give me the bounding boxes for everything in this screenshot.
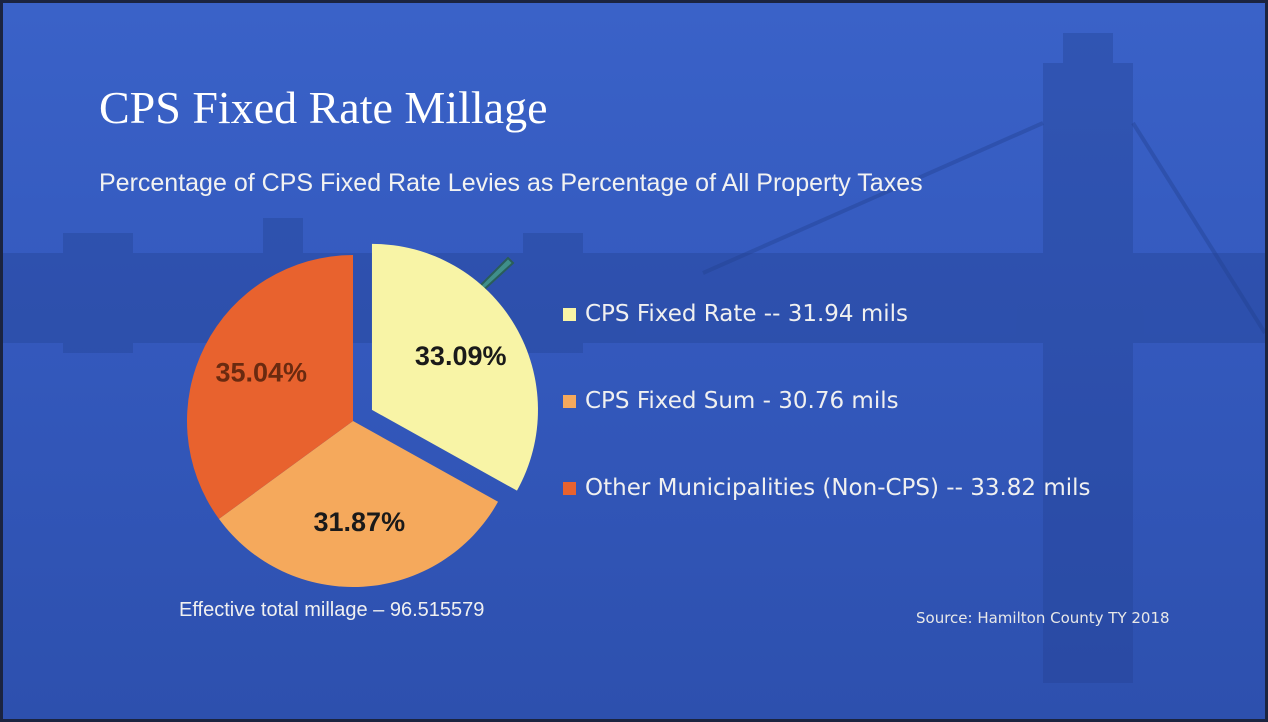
legend-swatch bbox=[563, 308, 576, 321]
source-note: Source: Hamilton County TY 2018 bbox=[916, 609, 1170, 627]
background bbox=[3, 33, 1265, 683]
legend-swatch bbox=[563, 395, 576, 408]
title: CPS Fixed Rate Millage bbox=[99, 82, 548, 133]
pie-slice bbox=[187, 255, 353, 519]
pie-slice bbox=[371, 243, 538, 491]
data-label: 35.04% bbox=[215, 358, 307, 388]
legend-label: CPS Fixed Rate -- 31.94 mils bbox=[585, 301, 909, 327]
data-label: 31.87% bbox=[314, 507, 406, 537]
legend-label: Other Municipalities (Non-CPS) -- 33.82 … bbox=[585, 475, 1091, 501]
legend-item: Other Municipalities (Non-CPS) -- 33.82 … bbox=[563, 473, 1143, 503]
pie-chart: 33.09% 31.87% 35.04% bbox=[187, 243, 538, 587]
pie-slice bbox=[218, 421, 499, 587]
annotation: Effective total millage – 96.515579 bbox=[179, 599, 485, 621]
data-label: 33.09% bbox=[415, 341, 507, 371]
legend-item: CPS Fixed Sum - 30.76 mils bbox=[563, 386, 1143, 416]
legend-swatch bbox=[563, 482, 576, 495]
subtitle: Percentage of CPS Fixed Rate Levies as P… bbox=[99, 169, 923, 197]
legend-item: CPS Fixed Rate -- 31.94 mils bbox=[563, 299, 1143, 329]
legend-label: CPS Fixed Sum - 30.76 mils bbox=[585, 388, 899, 414]
